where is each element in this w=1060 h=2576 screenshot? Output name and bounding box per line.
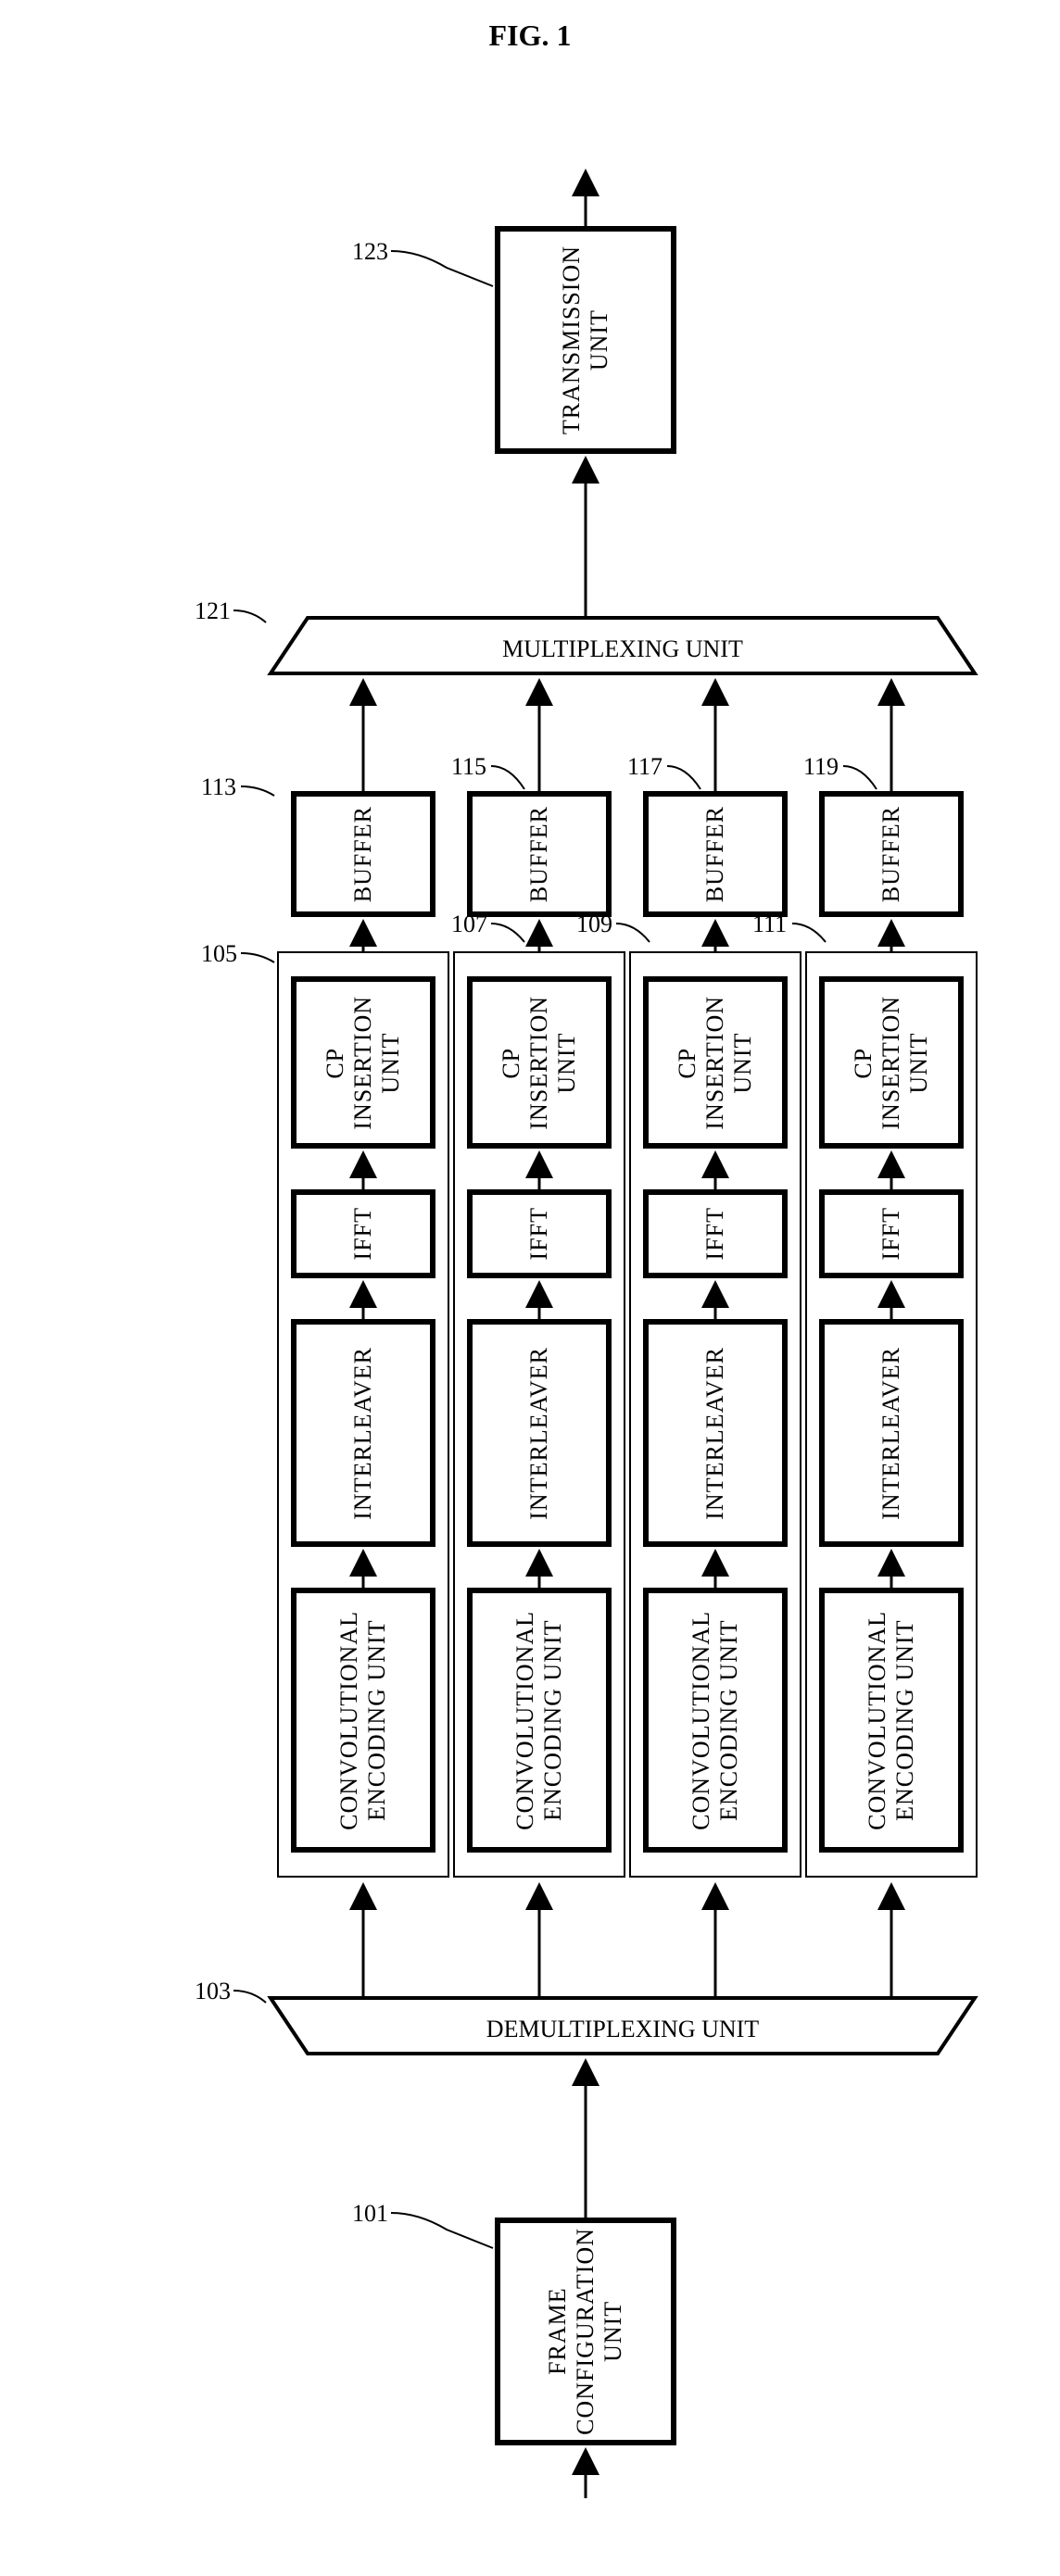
buffer-block-1: BUFFER: [470, 794, 609, 914]
ifft-label: IFFT: [525, 1207, 553, 1260]
mux-label: MULTIPLEXING UNIT: [502, 635, 743, 662]
buffer-label: BUFFER: [349, 806, 377, 902]
ref-119: 119: [803, 753, 839, 781]
buffer-label: BUFFER: [701, 806, 729, 902]
transmission-unit-label: TRANSMISSION UNIT: [558, 245, 613, 434]
figure-title: FIG. 1: [19, 19, 1041, 53]
interleaver-label: INTERLEAVER: [701, 1347, 729, 1520]
buffer-block-2: BUFFER: [646, 794, 785, 914]
buffer-label: BUFFER: [877, 806, 905, 902]
ref-101: 101: [352, 2200, 388, 2228]
ref-113: 113: [201, 773, 236, 801]
interleaver-label: INTERLEAVER: [877, 1347, 905, 1520]
buffer-block-3: BUFFER: [822, 794, 961, 914]
ref-105: 105: [201, 940, 237, 968]
cp-insertion-block-1: CP INSERTION UNIT: [470, 979, 609, 1146]
cp-insertion-block-2: CP INSERTION UNIT: [646, 979, 785, 1146]
conv-encoding-block-0: CONVOLUTIONAL ENCODING UNIT: [294, 1590, 433, 1850]
interleaver-label: INTERLEAVER: [349, 1347, 377, 1520]
cp-insertion-block-3: CP INSERTION UNIT: [822, 979, 961, 1146]
ifft-block-3: IFFT: [822, 1192, 961, 1275]
ifft-label: IFFT: [349, 1207, 377, 1260]
ifft-block-0: IFFT: [294, 1192, 433, 1275]
buffer-block-0: BUFFER: [294, 794, 433, 914]
cp-insertion-label: CP INSERTION UNIT: [498, 996, 581, 1130]
conv-encoding-block-3: CONVOLUTIONAL ENCODING UNIT: [822, 1590, 961, 1850]
ref-115: 115: [451, 753, 486, 781]
interleaver-block-2: INTERLEAVER: [646, 1322, 785, 1544]
frame-configuration-unit-label: FRAME CONFIGURATION UNIT: [544, 2228, 627, 2435]
conv-encoding-block-2: CONVOLUTIONAL ENCODING UNIT: [646, 1590, 785, 1850]
conv-encoding-label: CONVOLUTIONAL ENCODING UNIT: [688, 1611, 743, 1830]
ifft-label: IFFT: [877, 1207, 905, 1260]
ifft-label: IFFT: [701, 1207, 729, 1260]
conv-encoding-label: CONVOLUTIONAL ENCODING UNIT: [864, 1611, 919, 1830]
ref-123: 123: [352, 238, 388, 266]
frame-configuration-unit-block: FRAME CONFIGURATION UNIT: [498, 2220, 674, 2443]
cp-insertion-block-0: CP INSERTION UNIT: [294, 979, 433, 1146]
ref-109: 109: [576, 911, 612, 938]
cp-insertion-label: CP INSERTION UNIT: [850, 996, 933, 1130]
ref-103: 103: [195, 1978, 231, 2005]
ref-121: 121: [195, 597, 231, 625]
interleaver-block-3: INTERLEAVER: [822, 1322, 961, 1544]
cp-insertion-label: CP INSERTION UNIT: [674, 996, 757, 1130]
interleaver-block-0: INTERLEAVER: [294, 1322, 433, 1544]
ifft-block-2: IFFT: [646, 1192, 785, 1275]
interleaver-label: INTERLEAVER: [525, 1347, 553, 1520]
conv-encoding-label: CONVOLUTIONAL ENCODING UNIT: [511, 1611, 567, 1830]
block-diagram: FRAME CONFIGURATION UNIT 101 TRANSMISSIO…: [76, 90, 984, 2498]
ref-111: 111: [752, 911, 787, 938]
demux-label: DEMULTIPLEXING UNIT: [486, 2016, 760, 2042]
ifft-block-1: IFFT: [470, 1192, 609, 1275]
ref-117: 117: [627, 753, 662, 781]
buffer-label: BUFFER: [525, 806, 553, 902]
transmission-unit-block: TRANSMISSION UNIT: [498, 229, 674, 451]
cp-insertion-label: CP INSERTION UNIT: [322, 996, 405, 1130]
ref-107: 107: [451, 911, 487, 938]
interleaver-block-1: INTERLEAVER: [470, 1322, 609, 1544]
conv-encoding-block-1: CONVOLUTIONAL ENCODING UNIT: [470, 1590, 609, 1850]
conv-encoding-label: CONVOLUTIONAL ENCODING UNIT: [335, 1611, 391, 1830]
